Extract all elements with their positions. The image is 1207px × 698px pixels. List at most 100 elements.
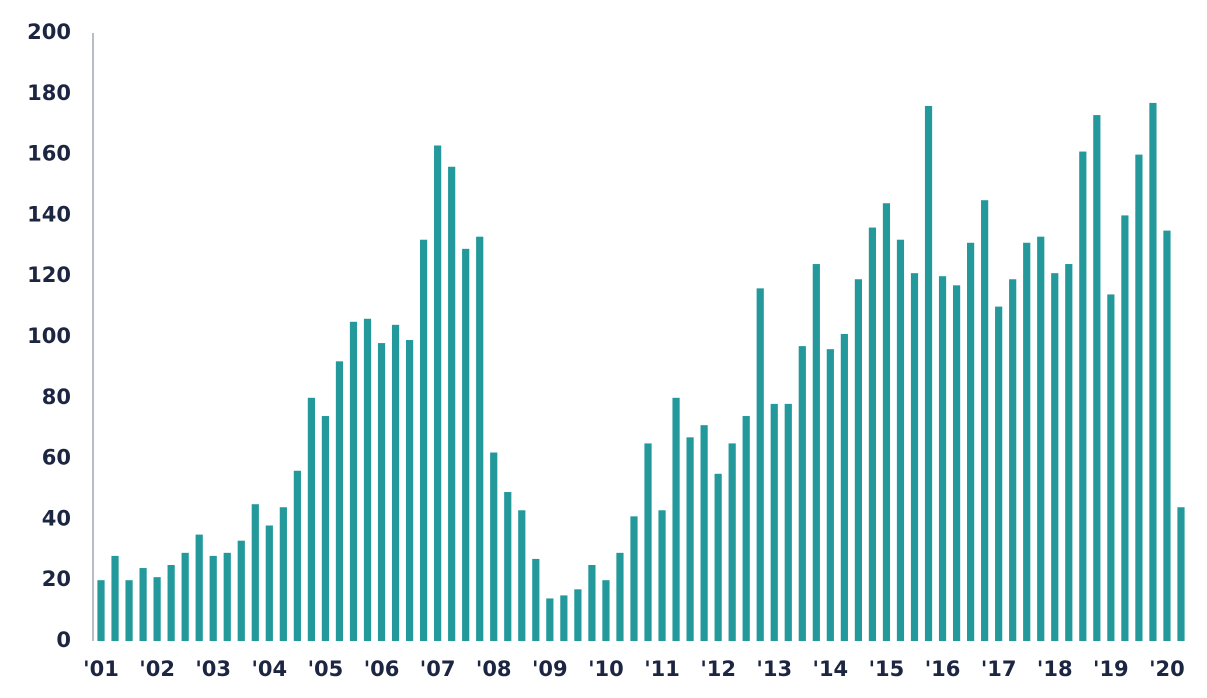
bar (167, 565, 175, 641)
bar (195, 534, 203, 641)
bar (209, 555, 217, 641)
bar (826, 349, 834, 641)
bar (448, 166, 456, 641)
bar (420, 239, 428, 641)
x-tick-label: '07 (420, 657, 456, 681)
x-tick-label: '05 (308, 657, 344, 681)
x-tick-label: '20 (1149, 657, 1185, 681)
bar (658, 510, 666, 641)
bar (840, 333, 848, 641)
bar (798, 346, 806, 641)
bar (490, 452, 498, 641)
bar (1177, 507, 1185, 641)
bar (686, 437, 694, 641)
x-tick-label: '12 (700, 657, 736, 681)
bar (125, 580, 133, 641)
bar (321, 416, 330, 641)
bar (630, 516, 638, 641)
x-tick-label: '10 (588, 657, 624, 681)
bar (952, 285, 961, 641)
bar (714, 473, 722, 641)
bar (251, 504, 259, 641)
bar (265, 525, 273, 641)
x-tick-label: '14 (813, 657, 849, 681)
bar (784, 403, 792, 641)
bar (812, 264, 820, 641)
y-tick-label: 20 (42, 567, 71, 591)
bar (293, 470, 301, 641)
bar (405, 340, 414, 641)
bar (1079, 151, 1087, 641)
bar (574, 589, 582, 641)
bar (279, 507, 287, 641)
x-tick-label: '19 (1093, 657, 1129, 681)
x-tick-label: '13 (756, 657, 792, 681)
bar (981, 200, 989, 641)
x-tick-label: '09 (532, 657, 568, 681)
bar (532, 558, 540, 641)
bar (1065, 264, 1073, 641)
x-tick-label: '18 (1037, 657, 1073, 681)
bar (237, 540, 245, 641)
bar (588, 565, 596, 641)
bar (391, 324, 400, 641)
bar (153, 577, 161, 641)
bar (335, 361, 344, 641)
y-tick-label: 180 (27, 81, 71, 105)
bar (742, 416, 750, 641)
bar (97, 580, 105, 641)
bar (868, 227, 877, 641)
x-tick-label: '08 (476, 657, 512, 681)
x-tick-label: '02 (139, 657, 175, 681)
bar (728, 443, 736, 641)
bar (560, 595, 568, 641)
x-tick-label: '04 (251, 657, 287, 681)
y-tick-label: 100 (27, 324, 71, 348)
bar (1009, 279, 1017, 641)
bar (462, 248, 470, 641)
x-tick-label: '15 (869, 657, 905, 681)
y-tick-label: 160 (27, 142, 71, 166)
bar (854, 279, 862, 641)
bar (938, 276, 947, 641)
bar (504, 492, 512, 641)
x-tick-label: '17 (981, 657, 1017, 681)
bar (434, 145, 442, 642)
y-tick-label: 80 (42, 385, 71, 409)
x-tick-label: '03 (195, 657, 231, 681)
bar (377, 343, 386, 641)
bar (616, 552, 624, 641)
bar (967, 242, 975, 641)
y-tick-label: 40 (42, 506, 71, 530)
y-tick-label: 60 (42, 446, 71, 470)
bar (1135, 154, 1143, 641)
bar (1037, 236, 1045, 641)
bar (476, 236, 484, 641)
bar (1121, 215, 1129, 641)
bar (910, 273, 919, 641)
bar (882, 203, 891, 642)
bar (139, 568, 147, 641)
bar (349, 321, 358, 641)
bar (363, 318, 372, 641)
y-tick-label: 120 (27, 263, 71, 287)
bar (700, 425, 708, 641)
bar (770, 403, 778, 641)
bar (181, 552, 189, 641)
y-tick-label: 140 (27, 202, 71, 226)
bar (111, 555, 119, 641)
bar (896, 239, 905, 641)
bar (602, 580, 610, 641)
x-tick-label: '11 (644, 657, 680, 681)
bar (644, 443, 652, 641)
bar (1023, 242, 1031, 641)
bar (672, 397, 680, 641)
bar (995, 306, 1003, 641)
y-tick-label: 0 (56, 628, 71, 652)
x-tick-label: '06 (364, 657, 400, 681)
x-tick-label: '01 (83, 657, 119, 681)
bar (546, 598, 554, 641)
bar (1149, 102, 1157, 642)
bar (518, 510, 526, 641)
